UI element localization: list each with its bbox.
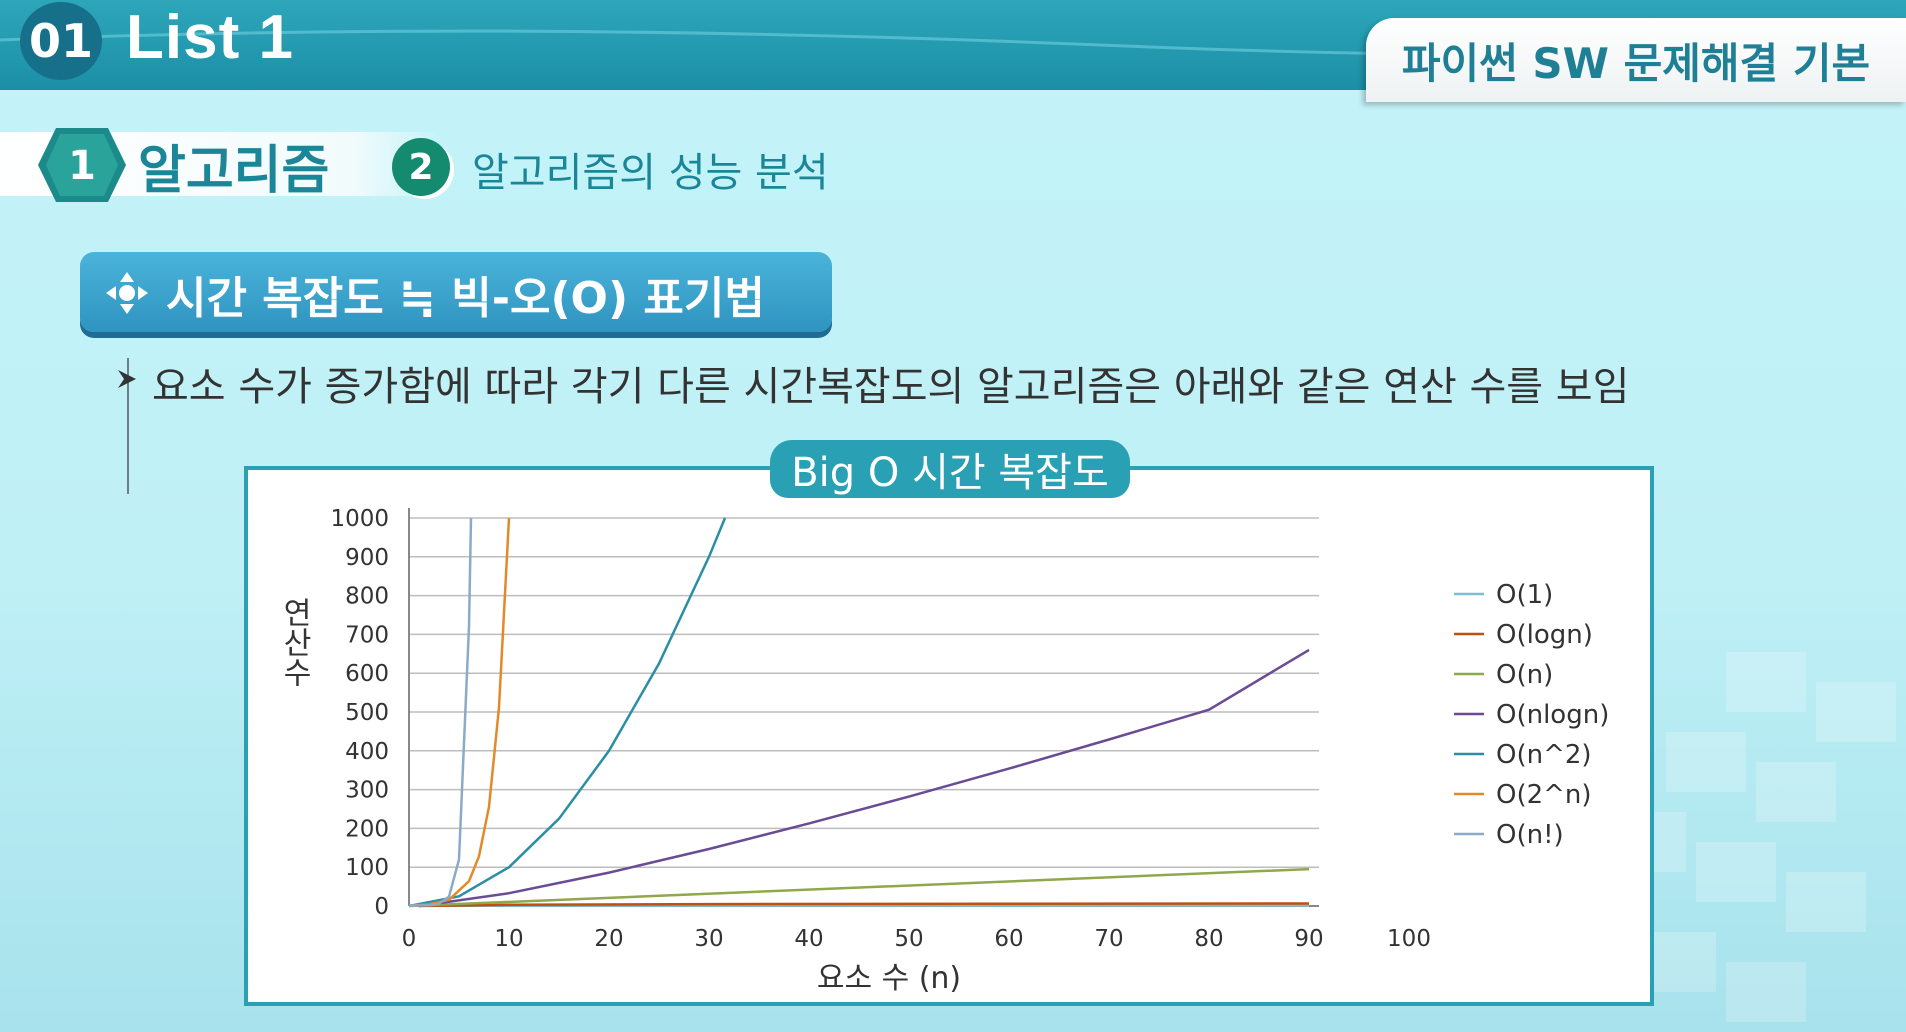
course-title-tab: 파이썬 SW 문제해결 기본 xyxy=(1366,18,1906,102)
y-tick-label: 500 xyxy=(345,700,389,726)
x-tick-label: 80 xyxy=(1194,926,1223,952)
y-tick-label: 400 xyxy=(345,739,389,765)
list-number: 01 xyxy=(29,14,93,68)
list-number-badge: 01 xyxy=(20,2,102,80)
legend-label: O(2^n) xyxy=(1496,780,1592,810)
y-tick-label: 300 xyxy=(345,778,389,804)
x-tick-label: 30 xyxy=(694,926,723,952)
four-arrows-icon xyxy=(104,270,150,316)
y-tick-label: 800 xyxy=(345,584,389,610)
y-tick-label: 900 xyxy=(345,545,389,571)
y-tick-label: 600 xyxy=(345,661,389,687)
legend-label: O(nlogn) xyxy=(1496,700,1609,730)
x-tick-label: 0 xyxy=(402,926,417,952)
legend-label: O(n^2) xyxy=(1496,740,1592,770)
legend-label: O(n) xyxy=(1496,660,1553,690)
y-tick-label: 1000 xyxy=(330,506,389,532)
legend-label: O(1) xyxy=(1496,580,1553,610)
step2-label[interactable]: 알고리즘의 성능 분석 xyxy=(472,140,829,198)
y-tick-label: 0 xyxy=(374,894,389,920)
legend-label: O(logn) xyxy=(1496,620,1593,650)
course-title: 파이썬 SW 문제해결 기본 xyxy=(1402,30,1870,91)
step2-number[interactable]: 2 xyxy=(392,138,450,196)
x-tick-label: 20 xyxy=(594,926,623,952)
y-tick-label: 200 xyxy=(345,816,389,842)
x-tick-label: 40 xyxy=(794,926,823,952)
x-tick-label: 50 xyxy=(894,926,923,952)
y-axis-label: 연산수 xyxy=(277,597,312,687)
step1-number: 1 xyxy=(68,143,96,189)
big-o-chart: 0 100 200 300 400 500 600 700 800 900 1000 0 10 20 30 4… xyxy=(244,466,1654,1006)
list-title: List 1 xyxy=(126,2,294,73)
y-tick-label: 100 xyxy=(345,855,389,881)
y-tick-label: 700 xyxy=(345,622,389,648)
series-line-o-n- xyxy=(409,869,1309,906)
section-title: 시간 복잡도 ≒ 빅-오(O) 표기법 xyxy=(166,262,765,326)
step1-hexagon[interactable]: 1 xyxy=(36,126,128,204)
bullet-arrow-icon xyxy=(114,366,140,392)
x-tick-label: 60 xyxy=(994,926,1023,952)
legend-label: O(n!) xyxy=(1496,820,1564,850)
x-tick-label: 70 xyxy=(1094,926,1123,952)
step1-label[interactable]: 알고리즘 xyxy=(138,128,329,203)
x-tick-label: 10 xyxy=(494,926,523,952)
x-axis-label: 요소 수 (n) xyxy=(817,961,961,996)
x-tick-label: 90 xyxy=(1294,926,1323,952)
description-text: 요소 수가 증가함에 따라 각기 다른 시간복잡도의 알고리즘은 아래와 같은 … xyxy=(152,354,1629,412)
x-tick-label: 100 xyxy=(1387,926,1431,952)
